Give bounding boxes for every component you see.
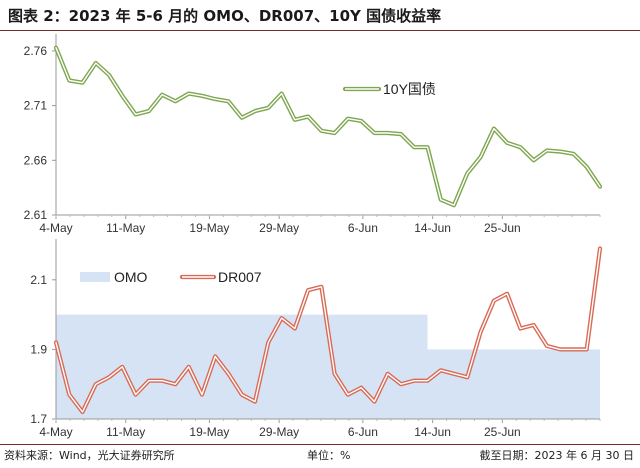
x-tick-label: 25-Jun [484, 425, 521, 439]
y-tick-label: 2.1 [30, 273, 47, 287]
series-line-inner-10y [55, 47, 601, 206]
x-tick-label: 11-May [106, 221, 145, 235]
series-line-10y [53, 45, 603, 208]
title-divider [0, 30, 640, 31]
x-tick-label: 19-May [189, 221, 229, 235]
legend-label-dr007: DR007 [218, 269, 262, 285]
legend-label-omo: OMO [114, 269, 148, 285]
x-tick-label: 14-Jun [414, 425, 451, 439]
chart-panel-omo-dr007: 1.7 1.9 2.1 4-May 11-May 19-May 29-May 6-Jun 14-… [30, 239, 603, 439]
legend-label-10y: 10Y国债 [383, 81, 436, 97]
y-tick-label: 1.9 [30, 342, 47, 356]
footer-divider [0, 444, 640, 445]
chart-title: 图表 2：2023 年 5-6 月的 OMO、DR007、10Y 国债收益率 [8, 7, 442, 25]
source-note: 资料来源：Wind，光大证券研究所 [4, 449, 175, 462]
x-tick-label: 19-May [189, 425, 229, 439]
y-tick-label: 2.71 [24, 99, 48, 113]
x-tick-label: 29-May [259, 221, 299, 235]
series-line-inner-dr007 [55, 247, 601, 413]
x-tick-label: 11-May [106, 425, 145, 439]
omo-area [56, 314, 600, 419]
y-tick-label: 2.76 [24, 44, 48, 58]
y-tick-label: 2.61 [24, 208, 48, 222]
y-tick-label: 1.7 [30, 412, 47, 426]
y-tick-label: 2.66 [24, 153, 48, 167]
unit-note: 单位：% [307, 449, 351, 462]
x-tick-label: 6-Jun [348, 221, 378, 235]
x-tick-label: 25-Jun [484, 221, 521, 235]
x-tick-label: 29-May [259, 425, 299, 439]
x-tick-label: 14-Jun [414, 221, 451, 235]
x-tick-label: 4-May [39, 221, 72, 235]
chart-panel-10y: 2.61 2.66 2.71 2.76 4-May 11-May 19-May 29-May 6… [24, 34, 603, 235]
legend-swatch-omo [80, 272, 110, 282]
x-tick-label: 6-Jun [348, 425, 378, 439]
x-tick-label: 4-May [39, 425, 72, 439]
date-note: 截至日期：2023 年 6 月 30 日 [479, 449, 634, 462]
